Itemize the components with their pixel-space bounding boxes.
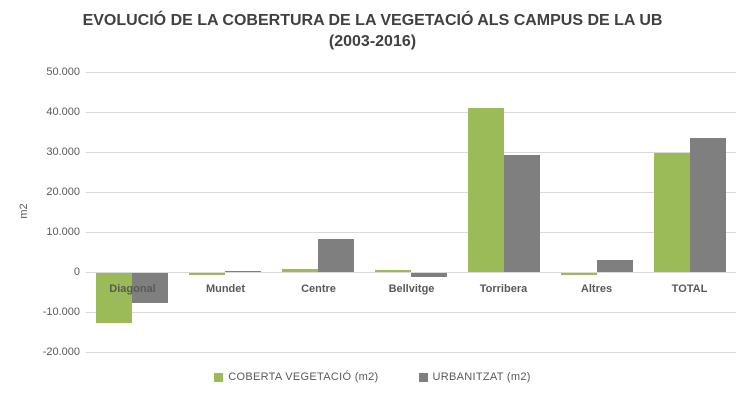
legend-label: COBERTA VEGETACIÓ (m2): [228, 371, 379, 383]
bar-urbanitzat-altres: [597, 260, 633, 272]
category-label-altres: Altres: [580, 283, 613, 295]
bar-coberta-torribera: [468, 108, 504, 272]
category-label-total: TOTAL: [671, 283, 708, 295]
bar-urbanitzat-bellvitge: [411, 273, 447, 277]
y-tick-label: 20.000: [46, 186, 80, 198]
legend-swatch-icon: [418, 372, 428, 382]
bar-coberta-altres: [561, 273, 597, 275]
gridline-0: [86, 272, 736, 273]
y-tick-label: 0: [73, 266, 80, 278]
legend-item-urbanitzat: URBANITZAT (m2): [418, 371, 531, 383]
bar-coberta-mundet: [189, 273, 225, 275]
bar-coberta-centre: [282, 269, 318, 272]
gridline-30.000: [86, 152, 736, 153]
category-label-bellvitge: Bellvitge: [388, 283, 435, 295]
gridline-40.000: [86, 112, 736, 113]
category-label-centre: Centre: [301, 283, 336, 295]
gridline-10.000: [86, 232, 736, 233]
y-tick-label: -10.000: [42, 306, 80, 318]
legend-item-coberta: COBERTA VEGETACIÓ (m2): [214, 371, 378, 383]
legend-label: URBANITZAT (m2): [432, 371, 531, 383]
bar-urbanitzat-diagonal: [132, 273, 168, 303]
bar-coberta-diagonal: [96, 273, 132, 323]
legend: COBERTA VEGETACIÓ (m2) URBANITZAT (m2): [0, 371, 745, 383]
y-axis-title: m2: [18, 203, 30, 219]
bar-coberta-bellvitge: [375, 270, 411, 272]
y-tick-label: 10.000: [46, 226, 80, 238]
gridline-50.000: [86, 72, 736, 73]
gridline--20.000: [86, 352, 736, 353]
bar-urbanitzat-torribera: [504, 155, 540, 272]
y-tick-label: 30.000: [46, 146, 80, 158]
y-tick-label: 40.000: [46, 106, 80, 118]
y-tick-label: 50.000: [46, 66, 80, 78]
bar-urbanitzat-mundet: [225, 271, 261, 272]
category-label-diagonal: Diagonal: [109, 283, 156, 295]
bar-urbanitzat-centre: [318, 239, 354, 272]
chart-title-line1: EVOLUCIÓ DE LA COBERTURA DE LA VEGETACIÓ…: [82, 12, 663, 29]
legend-swatch-icon: [214, 372, 224, 382]
category-label-mundet: Mundet: [205, 283, 246, 295]
chart-title: EVOLUCIÓ DE LA COBERTURA DE LA VEGETACIÓ…: [0, 10, 745, 52]
bar-coberta-total: [654, 153, 690, 272]
category-label-torribera: Torribera: [479, 283, 528, 295]
y-tick-label: -20.000: [42, 346, 80, 358]
chart-title-line2: (2003-2016): [328, 33, 417, 50]
bar-urbanitzat-total: [690, 138, 726, 272]
gridline-20.000: [86, 192, 736, 193]
gridline--10.000: [86, 312, 736, 313]
